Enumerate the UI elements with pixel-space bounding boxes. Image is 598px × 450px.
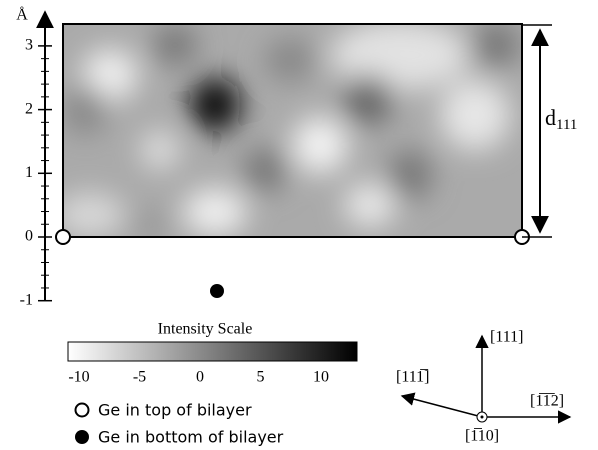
bottom-atom	[210, 284, 224, 298]
legend-open	[74, 402, 90, 418]
out-dot	[480, 415, 484, 419]
y-tick-label: 0	[25, 228, 33, 245]
y-tick-label: -1	[20, 291, 33, 308]
colorbar-tick-label: 0	[196, 369, 204, 386]
intensity-map	[63, 24, 522, 237]
map-frame	[62, 23, 523, 238]
y-tick-label: 1	[25, 164, 33, 181]
colorbar-tick-label: -10	[68, 369, 89, 386]
dir-label: [1̅10]	[465, 428, 499, 445]
axis-unit: Å	[16, 6, 28, 24]
legend-label: Ge in bottom of bilayer	[98, 428, 284, 447]
dir-label: [111̅]	[396, 369, 429, 386]
dir-arrow	[400, 392, 483, 418]
y-tick-label: 3	[25, 37, 33, 54]
colorbar-tick-label: 10	[313, 369, 329, 386]
y-tick-label: 2	[25, 100, 33, 117]
dir-label: [1̅1̅2]	[530, 393, 564, 410]
d-label: d111	[545, 105, 577, 133]
colorbar-tick-label: -5	[133, 369, 146, 386]
colorbar	[67, 341, 358, 362]
legend-label: Ge in top of bilayer	[98, 401, 252, 420]
colorbar-title: Intensity Scale	[158, 321, 253, 338]
legend-filled	[75, 430, 89, 444]
dir-label: [111]	[490, 329, 523, 346]
d-main: d	[545, 105, 556, 130]
d-sub: 111	[556, 117, 577, 133]
colorbar-tick-label: 5	[257, 369, 265, 386]
top-atom	[55, 229, 71, 245]
